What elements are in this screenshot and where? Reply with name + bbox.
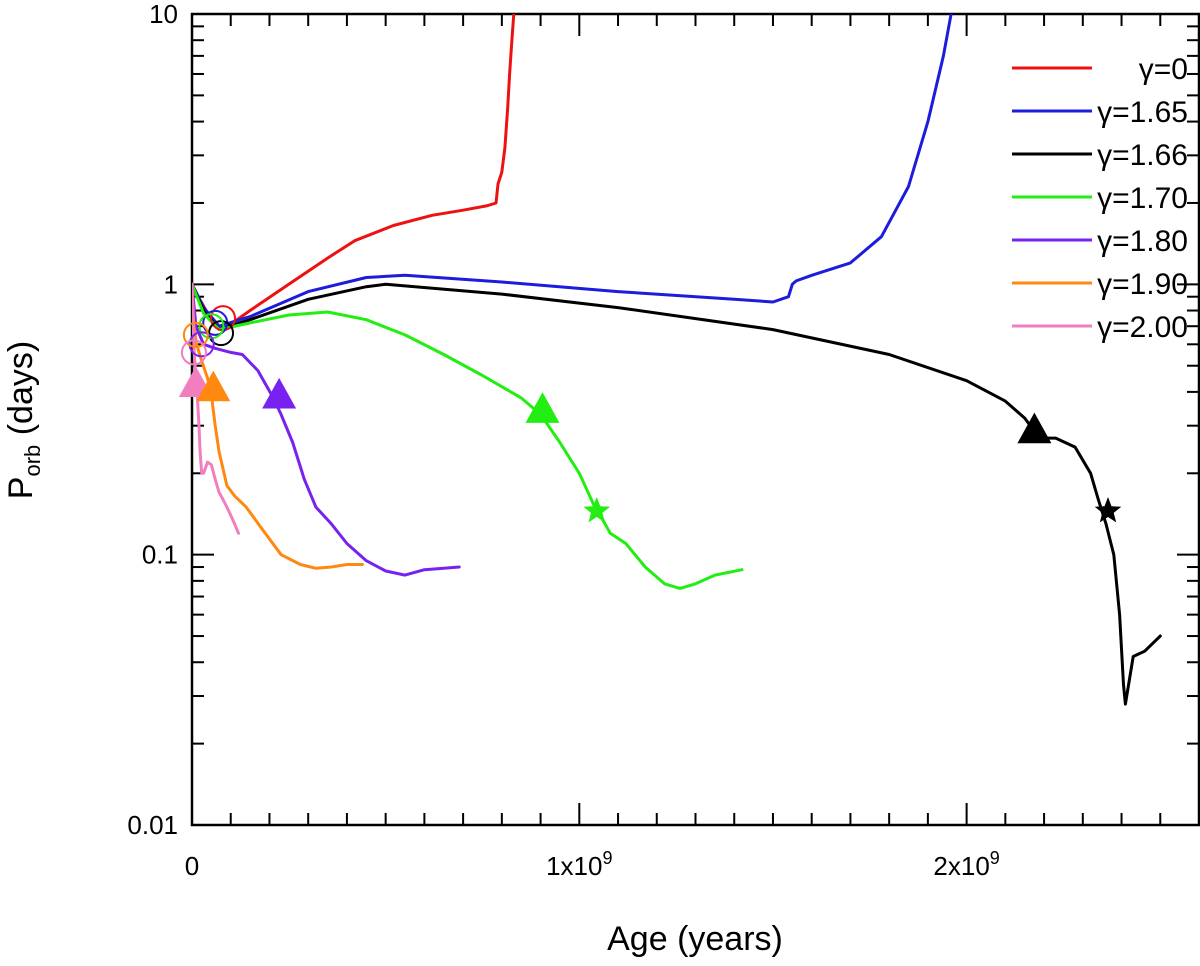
legend-label-0: γ=0 (1139, 53, 1188, 86)
series-line-2 (192, 282, 1162, 706)
y-tick-label: 10 (149, 0, 178, 29)
legend: γ=0 γ=1.65 γ=1.66 γ=1.70 γ=1.80 γ=1.90 γ=2.00 (1012, 53, 1188, 344)
legend-label-6: γ=2.00 (1097, 311, 1188, 344)
series-line-1 (192, 14, 953, 328)
x-tick-label-base: 1x10 (546, 851, 602, 881)
series-line-5 (192, 282, 364, 570)
triangle-marker-1 (196, 370, 231, 402)
triangle-marker-3 (525, 392, 560, 423)
y-axis-title-sub: orb (20, 445, 45, 477)
x-tick-label-base: 2x10 (933, 851, 989, 881)
series-layer (192, 14, 1162, 706)
legend-label-5: γ=1.90 (1097, 268, 1188, 301)
x-tick-label: 0 (185, 851, 199, 881)
x-tick-label: 2x109 (933, 848, 999, 881)
y-tick-label: 1 (164, 269, 178, 299)
y-axis-title: Porb (days) (2, 341, 45, 499)
series-line-3 (192, 282, 744, 590)
start-circle-marker-6 (180, 339, 207, 366)
marker-layer (178, 305, 1122, 523)
x-tick-label-exponent: 9 (602, 848, 612, 868)
triangle-marker-2 (262, 377, 297, 409)
legend-label-3: γ=1.70 (1097, 182, 1188, 215)
y-tick-label: 0.01 (127, 810, 178, 840)
legend-label-2: γ=1.66 (1097, 139, 1188, 172)
star-marker-0 (583, 497, 611, 523)
y-axis-title-rest: (days) (2, 341, 40, 445)
axis-ticks (191, 14, 1200, 826)
legend-label-4: γ=1.80 (1097, 225, 1188, 258)
x-tick-label-base: 0 (185, 851, 199, 881)
x-axis-title: Age (years) (607, 920, 783, 958)
legend-label-1: γ=1.65 (1097, 96, 1188, 129)
plot-frame (190, 12, 1200, 827)
star-marker-1 (1094, 497, 1122, 523)
triangle-marker-4 (1017, 412, 1052, 444)
x-tick-label-exponent: 9 (990, 848, 1000, 868)
start-circle-marker-5 (182, 321, 209, 348)
y-tick-label: 0.1 (142, 540, 178, 570)
x-tick-label: 1x109 (546, 848, 612, 881)
series-line-4 (192, 282, 461, 577)
start-circle-marker-2 (208, 320, 235, 347)
y-axis-title-main: P (2, 477, 40, 500)
